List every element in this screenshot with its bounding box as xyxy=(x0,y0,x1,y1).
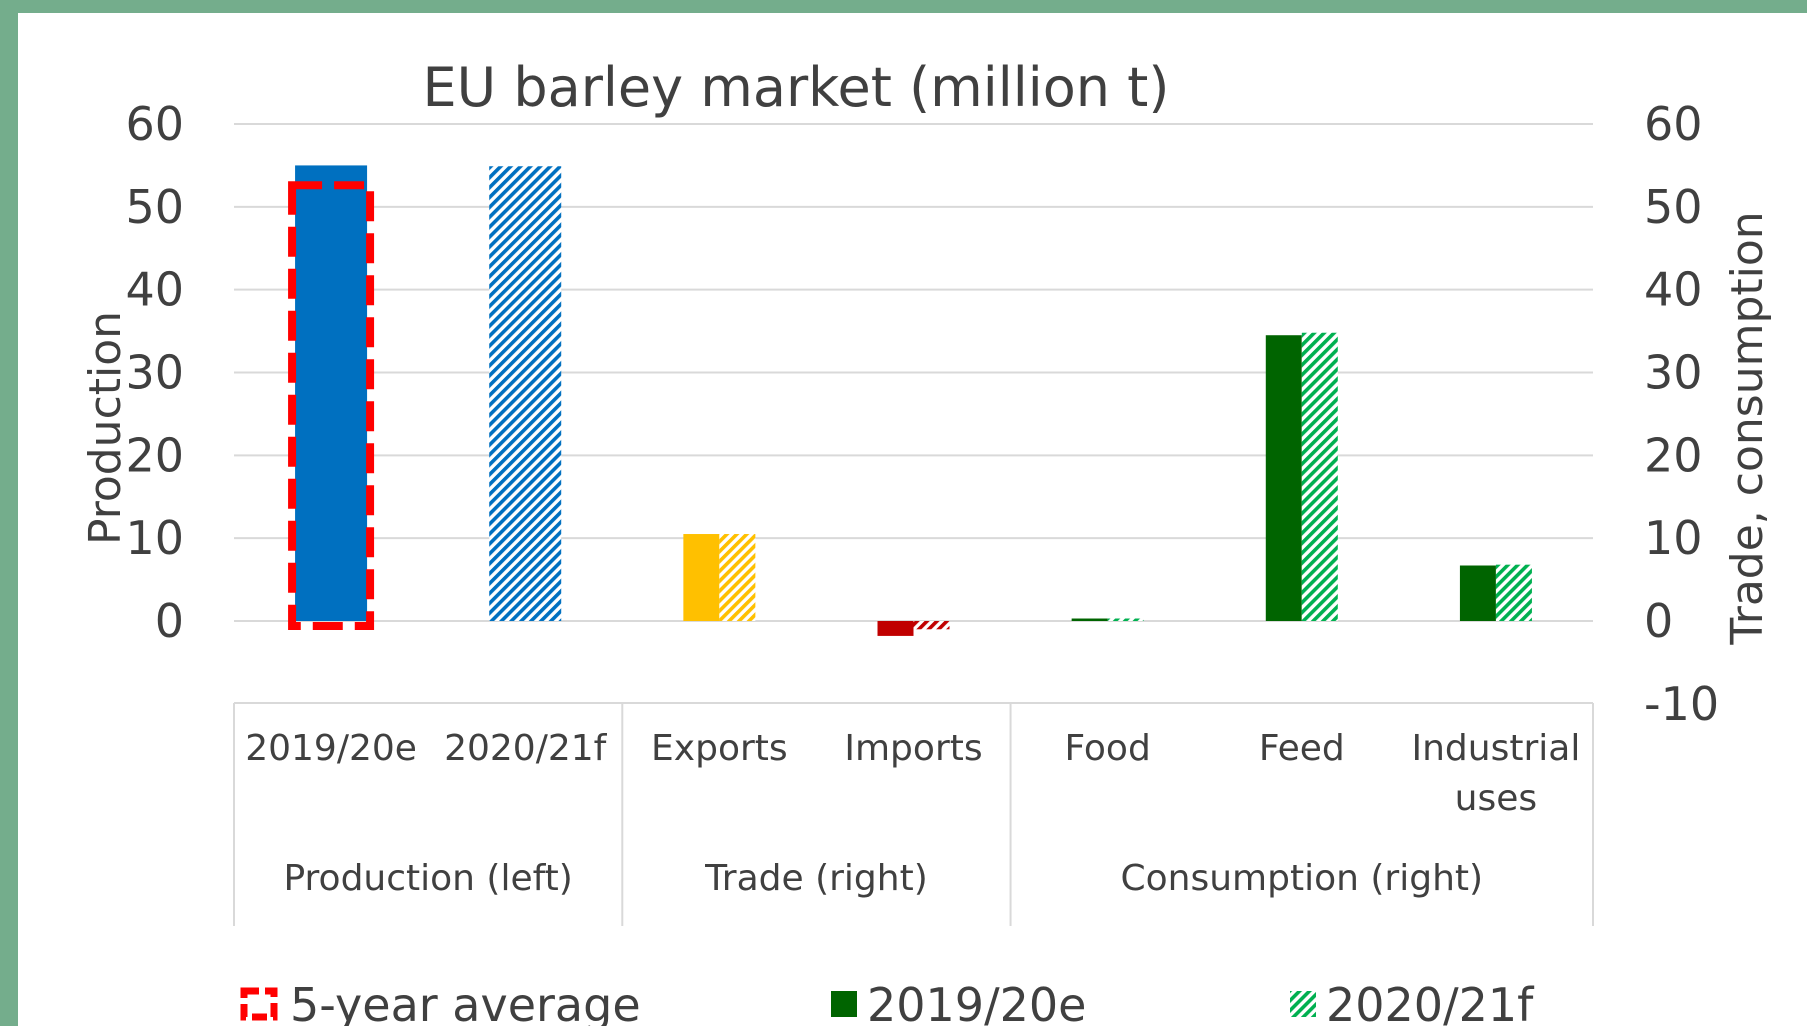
category-label: Industrial uses xyxy=(1412,728,1581,819)
five-year-average-outline xyxy=(288,181,375,630)
bar-2020/21f xyxy=(1107,618,1144,621)
right-tick-label: 50 xyxy=(1644,180,1703,234)
category-label: Exports xyxy=(651,728,788,769)
chart-panel: EU barley market (million t) 0 10 20 30 40 50… xyxy=(18,13,1807,1026)
legend-swatch-2020-21f xyxy=(1290,991,1316,1017)
left-tick-label: 10 xyxy=(125,511,184,565)
barley-market-chart: EU barley market (million t) 0 10 20 30 40 50… xyxy=(80,56,1773,1026)
category-label: Feed xyxy=(1259,728,1345,769)
chart-title: EU barley market (million t) xyxy=(423,56,1170,119)
legend: 5-year average 2019/20e 2020/21f xyxy=(240,978,1535,1026)
bar-2019/20e xyxy=(1265,335,1302,621)
group-label: Consumption (right) xyxy=(1121,858,1484,899)
legend-label: 2020/21f xyxy=(1326,978,1535,1026)
bar-2020/21f xyxy=(719,534,756,621)
right-tick-label: 0 xyxy=(1644,594,1673,648)
category-label: 2020/21f xyxy=(444,728,608,769)
bar-2019/20e xyxy=(683,534,720,621)
bar-2020/21f xyxy=(1301,332,1338,621)
bar-2020/21f xyxy=(913,621,950,630)
left-tick-label: 0 xyxy=(155,594,184,648)
gridlines xyxy=(234,123,1593,622)
legend-label: 5-year average xyxy=(290,978,641,1026)
right-axis-ticks: -10 0 10 20 30 40 50 60 xyxy=(1644,97,1719,731)
bars xyxy=(295,165,1532,636)
legend-item-five-year-average: 5-year average xyxy=(240,978,641,1026)
legend-swatch-five-year-average xyxy=(240,987,278,1021)
left-tick-label: 20 xyxy=(125,428,184,482)
legend-item-2019-20e: 2019/20e xyxy=(831,978,1086,1026)
five-year-average-marks xyxy=(288,181,375,630)
category-label: Imports xyxy=(844,728,982,769)
right-tick-label: 20 xyxy=(1644,428,1703,482)
bar-2019/20e xyxy=(295,165,368,621)
group-label: Trade (right) xyxy=(704,858,928,899)
bar-2020/21f xyxy=(1495,564,1532,621)
left-axis-ticks: 0 10 20 30 40 50 60 xyxy=(125,97,184,648)
legend-label: 2019/20e xyxy=(867,978,1086,1026)
bar-2019/20e xyxy=(1071,618,1108,621)
category-axis: 2019/20e 2020/21f Exports Imports Food Feed In… xyxy=(233,702,1594,926)
legend-swatch-2019-20e xyxy=(831,991,857,1017)
right-axis-label: Trade, consumption xyxy=(1722,211,1773,645)
category-label: 2019/20e xyxy=(245,728,417,769)
right-tick-label: 10 xyxy=(1644,511,1703,565)
bar-2020/21f xyxy=(489,166,562,621)
left-tick-label: 60 xyxy=(125,97,184,151)
right-tick-label: -10 xyxy=(1644,677,1719,731)
bar-2019/20e xyxy=(1459,565,1496,621)
category-label: Food xyxy=(1064,728,1150,769)
left-tick-label: 40 xyxy=(125,263,184,317)
bar-2019/20e xyxy=(877,621,914,636)
right-tick-label: 60 xyxy=(1644,97,1703,151)
group-label: Production (left) xyxy=(283,858,572,899)
left-tick-label: 50 xyxy=(125,180,184,234)
left-axis-label: Production xyxy=(80,311,131,545)
right-tick-label: 40 xyxy=(1644,263,1703,317)
right-tick-label: 30 xyxy=(1644,346,1703,400)
legend-item-2020-21f: 2020/21f xyxy=(1290,978,1535,1026)
left-tick-label: 30 xyxy=(125,346,184,400)
